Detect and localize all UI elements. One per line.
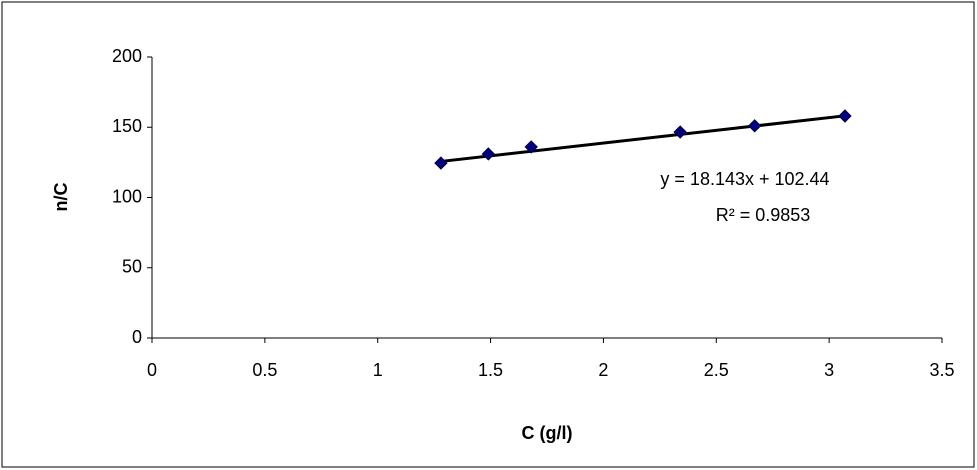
y-axis-title: n/C: [51, 183, 71, 212]
y-tick-label: 100: [112, 186, 142, 206]
x-tick-label: 0: [147, 360, 157, 380]
data-point: [673, 125, 687, 139]
x-tick-label: 3: [824, 360, 834, 380]
y-tick-label: 200: [112, 46, 142, 66]
trendline-equation: y = 18.143x + 102.44: [660, 169, 829, 189]
y-tick-label: 0: [132, 327, 142, 347]
x-tick-label: 2.5: [704, 360, 729, 380]
y-tick-label: 50: [122, 257, 142, 277]
x-tick-label: 1.5: [478, 360, 503, 380]
x-tick-label: 2: [598, 360, 608, 380]
x-tick-label: 0.5: [252, 360, 277, 380]
x-tick-label: 1: [373, 360, 383, 380]
data-point: [747, 119, 762, 133]
trendline: [440, 114, 846, 163]
x-axis-title: C (g/l): [522, 423, 573, 443]
data-point: [434, 156, 448, 170]
y-tick-label: 150: [112, 116, 142, 136]
data-point: [524, 140, 538, 154]
trendline-r-squared: R² = 0.9853: [716, 205, 811, 225]
data-point: [838, 109, 852, 123]
x-tick-label: 3.5: [929, 360, 954, 380]
data-point: [481, 147, 496, 161]
